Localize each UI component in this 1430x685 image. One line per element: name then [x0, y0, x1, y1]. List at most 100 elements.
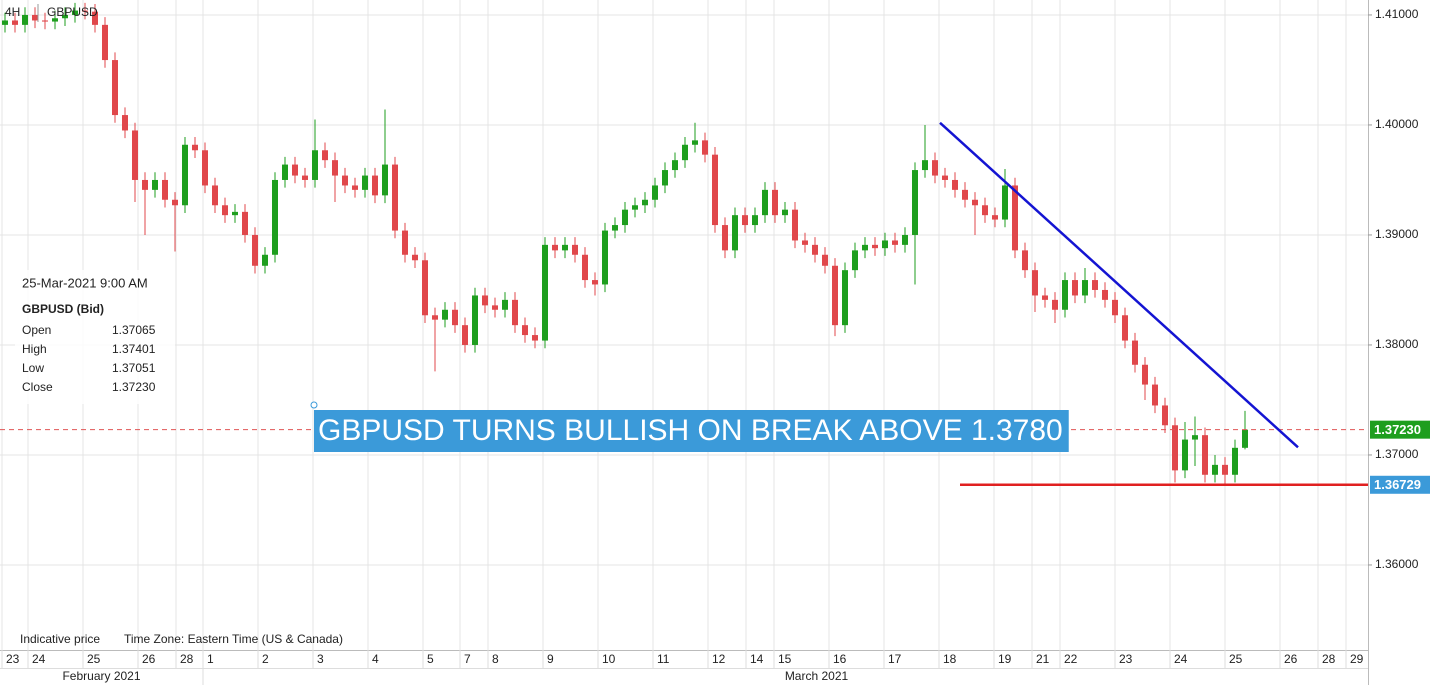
candle-body — [152, 179, 158, 190]
candle-body — [292, 164, 298, 176]
x-tick-label: 15 — [778, 652, 792, 666]
info-rows: Open 1.37065 High 1.37401 Low 1.37051 Close 1.3… — [22, 323, 156, 394]
candle-body — [192, 144, 198, 151]
candle-body — [632, 205, 638, 210]
candle-body — [132, 130, 138, 180]
candle-body — [642, 199, 648, 206]
candle-body — [182, 144, 188, 206]
candle-body — [822, 254, 828, 266]
candle-body — [722, 225, 728, 251]
x-tick-label: 11 — [657, 652, 670, 666]
candle-body — [1062, 280, 1068, 310]
x-tick-label: 4 — [372, 652, 379, 666]
candle-body — [232, 211, 238, 216]
candle-body — [1162, 405, 1168, 426]
candle-body — [902, 234, 908, 245]
candle-body — [582, 254, 588, 281]
candle-body — [832, 265, 838, 326]
candle-body — [162, 179, 168, 200]
candle-body — [922, 160, 928, 171]
candle-body — [322, 150, 328, 161]
x-tick-label: 25 — [1229, 652, 1243, 666]
candle-body — [172, 199, 178, 206]
candle-body — [752, 215, 758, 226]
axes: 1.36000 1.37000 1.38000 1.39000 1.40000 1.410… — [1, 7, 1419, 685]
candle-body — [912, 170, 918, 235]
candle-body — [1152, 384, 1158, 406]
candle-body — [1032, 270, 1038, 296]
candle-body — [412, 254, 418, 261]
x-tick-label: 1 — [207, 652, 214, 666]
candle-body — [1102, 289, 1108, 300]
x-tick-label: 26 — [1284, 652, 1298, 666]
candle-body — [692, 140, 698, 145]
candle-body — [302, 175, 308, 180]
x-tick-label: 18 — [943, 652, 957, 666]
candle-body — [1142, 364, 1148, 385]
x-tick-label: 12 — [712, 652, 726, 666]
candle-body — [792, 209, 798, 241]
candle-body — [862, 244, 868, 251]
candle-body — [892, 240, 898, 245]
info-value: 1.37051 — [112, 361, 156, 375]
candle-body — [452, 309, 458, 326]
candle-body — [142, 179, 148, 190]
candle-body — [592, 280, 598, 285]
candle-body — [1012, 185, 1018, 251]
candle-body — [702, 140, 708, 155]
candle-body — [772, 189, 778, 216]
candle-body — [312, 150, 318, 180]
candle-body — [482, 295, 488, 306]
candle-body — [2, 20, 8, 25]
candle-body — [842, 270, 848, 326]
candle-body — [212, 185, 218, 206]
candle-body — [1112, 299, 1118, 316]
candle-body — [252, 234, 258, 266]
candle-body — [1072, 280, 1078, 296]
info-label: High — [22, 342, 47, 356]
candle-body — [552, 244, 558, 251]
candle-body — [612, 225, 618, 231]
candle-body — [1022, 250, 1028, 271]
candle-body — [762, 189, 768, 216]
candle-body — [972, 199, 978, 206]
candle-body — [82, 10, 88, 12]
x-tick-label: 16 — [833, 652, 847, 666]
x-tick-label: 24 — [1174, 652, 1188, 666]
price-label: 1.37230 — [1374, 422, 1421, 437]
info-label: Low — [22, 361, 44, 375]
x-tick-label: 5 — [427, 652, 434, 666]
candle-body — [512, 299, 518, 326]
x-tick-label: 26 — [142, 652, 156, 666]
candle-body — [492, 305, 498, 310]
candle-body — [202, 150, 208, 186]
info-label: Close — [22, 380, 53, 394]
candle-body — [1042, 295, 1048, 300]
candle-body — [1172, 425, 1178, 471]
x-tick-label: 21 — [1036, 652, 1050, 666]
x-tick-label: 25 — [87, 652, 101, 666]
month-label: March 2021 — [785, 669, 849, 683]
candle-body — [1092, 280, 1098, 290]
x-tick-label: 22 — [1064, 652, 1078, 666]
candle-body — [502, 299, 508, 310]
candle-body — [542, 244, 548, 341]
candle-body — [1232, 447, 1238, 475]
candle-body — [42, 20, 48, 22]
candle-body — [672, 160, 678, 171]
candle-body — [1212, 464, 1218, 475]
candle-body — [742, 215, 748, 226]
candles — [2, 2, 1248, 485]
x-tick-label: 9 — [547, 652, 554, 666]
candle-body — [362, 175, 368, 190]
candle-body — [352, 185, 358, 190]
candle-body — [1052, 299, 1058, 310]
info-value: 1.37230 — [112, 380, 156, 394]
candle-body — [782, 209, 788, 216]
candle-body — [282, 164, 288, 180]
candle-body — [662, 170, 668, 186]
x-tick-label: 14 — [750, 652, 764, 666]
candle-body — [72, 10, 78, 15]
